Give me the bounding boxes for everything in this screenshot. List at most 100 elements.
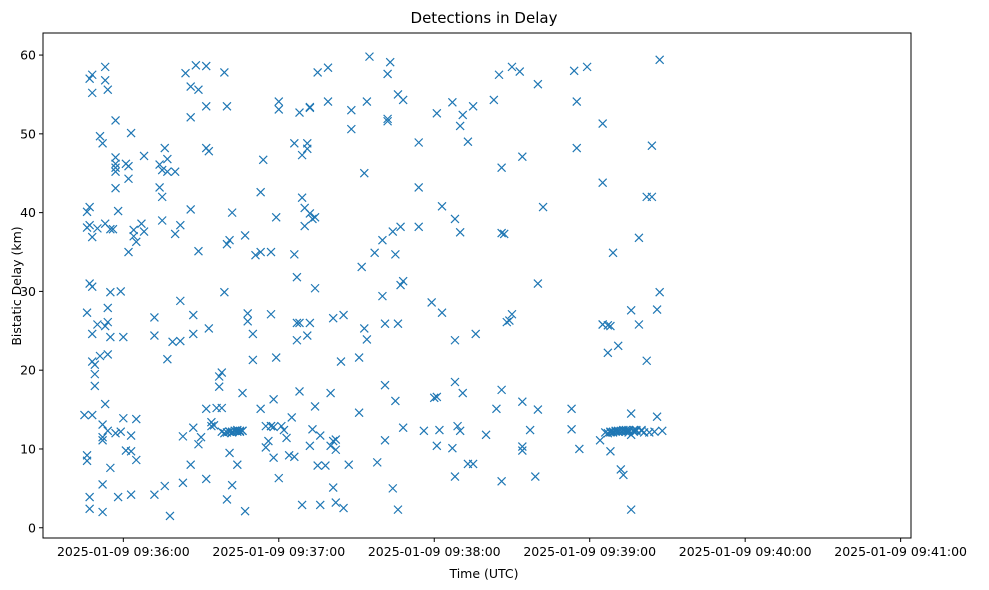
data-point: [471, 329, 481, 339]
data-point: [178, 478, 188, 488]
data-point: [116, 286, 126, 296]
data-point: [598, 119, 608, 129]
data-point: [595, 435, 605, 445]
data-point: [111, 116, 120, 125]
data-point: [497, 228, 507, 238]
data-point: [92, 223, 102, 233]
data-point: [608, 248, 618, 258]
y-tick-label: 0: [28, 520, 36, 535]
data-point: [652, 412, 662, 422]
data-point: [652, 305, 662, 314]
data-point: [103, 426, 113, 436]
data-point: [162, 354, 172, 364]
data-point: [390, 249, 400, 259]
data-point: [155, 160, 165, 169]
data-point: [276, 421, 286, 431]
data-point: [87, 70, 97, 80]
data-point: [572, 143, 582, 153]
data-point: [533, 79, 543, 89]
data-point: [432, 392, 442, 402]
data-point: [188, 423, 198, 433]
data-point: [650, 427, 659, 437]
data-point: [100, 399, 110, 409]
data-point: [217, 403, 227, 413]
data-point: [206, 421, 216, 431]
data-point: [113, 206, 123, 216]
data-point: [603, 348, 613, 358]
data-point: [103, 350, 113, 359]
data-point: [310, 402, 320, 411]
y-tick-label: 60: [20, 48, 36, 63]
y-axis-label: Bistatic Delay (km): [9, 226, 24, 345]
data-point: [447, 443, 457, 453]
data-point: [238, 426, 247, 436]
data-point: [181, 68, 190, 78]
data-point: [162, 154, 172, 164]
data-point: [598, 178, 608, 188]
data-point: [365, 52, 374, 62]
data-point: [266, 247, 276, 257]
data-point: [336, 357, 346, 366]
plot-area: [42, 32, 912, 539]
data-point: [95, 351, 105, 361]
data-point: [126, 446, 136, 456]
data-point: [204, 146, 214, 156]
data-point: [616, 465, 626, 474]
data-point: [357, 262, 367, 272]
data-point: [85, 202, 95, 212]
data-point: [289, 452, 299, 462]
data-point: [538, 202, 548, 212]
data-point: [251, 250, 260, 260]
data-point: [427, 298, 437, 307]
data-point: [186, 82, 196, 91]
data-point: [201, 474, 211, 484]
data-point: [103, 85, 113, 95]
data-point: [468, 101, 478, 111]
data-point: [305, 318, 315, 328]
data-point: [634, 233, 644, 243]
data-point: [323, 63, 333, 73]
data-point: [175, 336, 185, 346]
data-point: [657, 426, 667, 436]
data-point: [331, 498, 341, 507]
data-point: [354, 353, 364, 363]
data-point: [517, 446, 527, 455]
data-point: [497, 385, 507, 395]
data-point: [82, 207, 92, 217]
data-point: [289, 249, 299, 259]
data-point: [502, 317, 512, 327]
data-point: [258, 155, 268, 165]
data-point: [308, 424, 317, 434]
data-point: [98, 432, 108, 442]
data-point: [90, 360, 100, 370]
data-point: [331, 445, 341, 455]
data-point: [209, 420, 219, 430]
data-point: [326, 441, 336, 451]
data-point: [455, 227, 465, 237]
data-point: [287, 413, 297, 422]
data-point: [271, 353, 281, 363]
data-point: [129, 225, 139, 235]
data-point: [370, 248, 380, 258]
data-point: [282, 433, 291, 443]
data-point: [263, 436, 273, 446]
data-point: [111, 153, 120, 162]
data-point: [507, 62, 517, 72]
data-point: [463, 137, 473, 147]
data-point: [450, 214, 460, 224]
data-point: [310, 283, 320, 293]
data-point: [261, 442, 271, 452]
data-point: [393, 319, 403, 329]
data-point: [126, 490, 136, 500]
data-point: [305, 208, 315, 218]
data-point: [100, 75, 110, 85]
data-point: [188, 329, 198, 339]
data-point: [118, 332, 128, 342]
data-point: [126, 431, 136, 441]
data-point: [647, 192, 657, 202]
data-point: [499, 229, 509, 239]
data-point: [80, 410, 89, 420]
data-point: [87, 282, 97, 292]
data-point: [131, 455, 141, 465]
